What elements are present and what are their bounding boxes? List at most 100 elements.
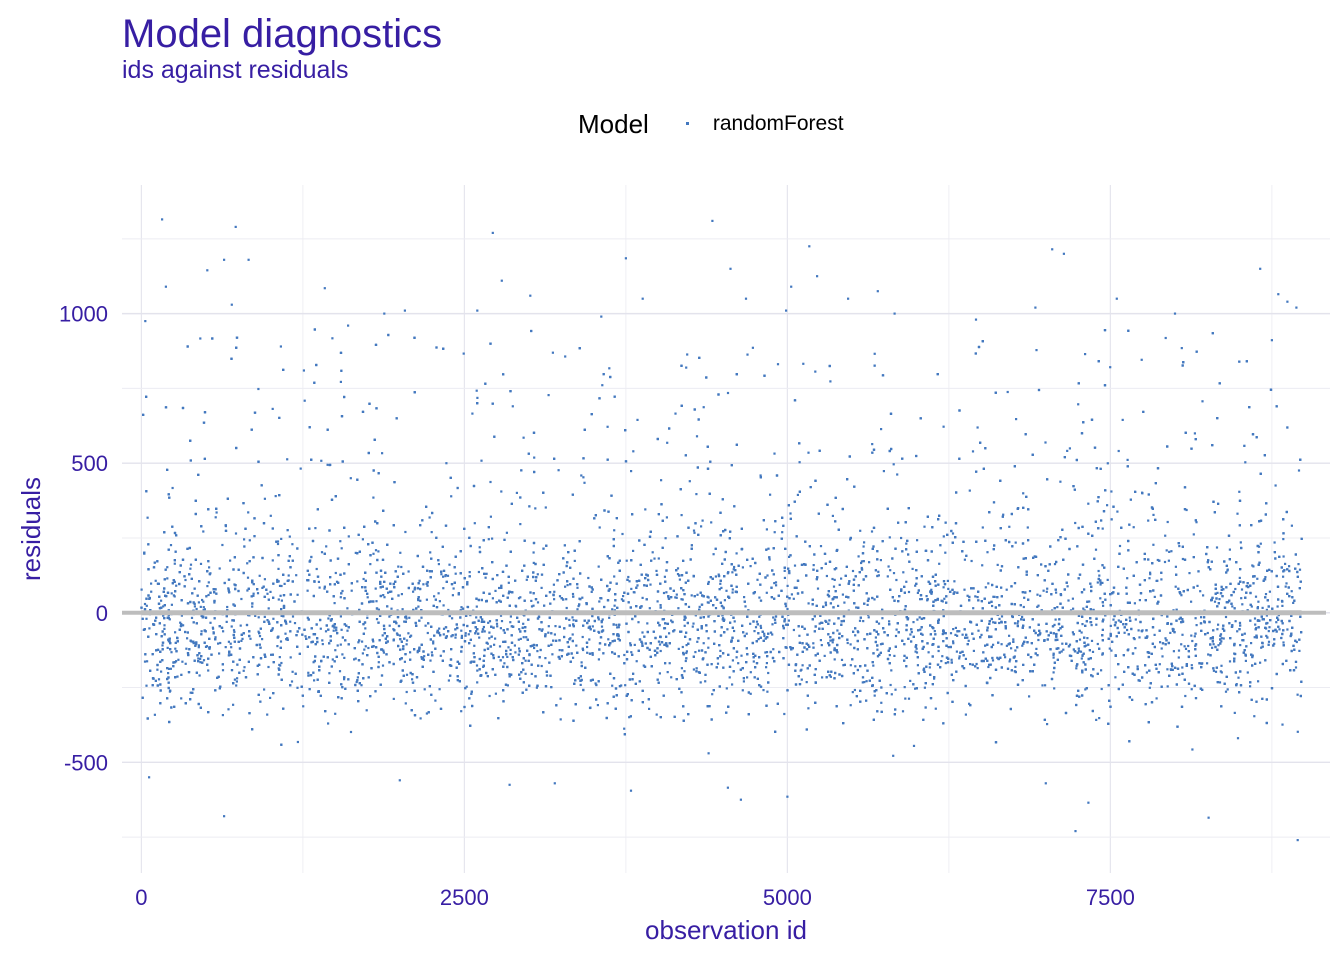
data-point (1236, 630, 1239, 633)
data-point (984, 586, 987, 589)
data-point (923, 525, 926, 528)
data-point (629, 642, 632, 645)
data-point (1174, 565, 1177, 568)
data-point (670, 676, 673, 679)
data-point (471, 412, 474, 415)
data-point (450, 495, 453, 498)
data-point (1228, 548, 1231, 551)
data-point (648, 607, 651, 610)
data-point (1185, 508, 1188, 512)
data-point (582, 476, 585, 479)
data-point (981, 564, 984, 567)
data-point (424, 624, 427, 627)
data-point (163, 627, 166, 630)
data-point (889, 569, 892, 572)
data-point (1008, 634, 1011, 637)
data-point (1222, 637, 1225, 640)
data-point (257, 387, 260, 391)
data-point (1014, 541, 1017, 544)
data-point (873, 598, 876, 601)
data-point (600, 625, 604, 628)
data-point (1218, 598, 1221, 601)
data-point (635, 660, 638, 663)
data-point (576, 586, 579, 589)
data-point (1207, 653, 1210, 656)
data-point (681, 598, 684, 601)
data-point (418, 579, 421, 582)
data-point (628, 580, 631, 583)
data-point (180, 697, 183, 700)
data-point (919, 628, 922, 631)
data-point (558, 649, 561, 652)
data-point (1005, 588, 1008, 591)
data-point (653, 557, 656, 560)
data-point (1171, 629, 1175, 632)
data-point (336, 644, 339, 647)
data-point (211, 626, 214, 629)
data-point (339, 540, 342, 543)
data-point (258, 574, 261, 577)
data-point (289, 620, 292, 623)
legend-key-randomforest (671, 110, 705, 138)
data-point (478, 636, 481, 639)
data-point (1079, 650, 1083, 653)
data-point (437, 563, 440, 566)
data-point (773, 582, 776, 585)
data-point (276, 540, 280, 543)
data-point (658, 643, 662, 646)
data-point (571, 616, 574, 619)
data-point (326, 463, 329, 466)
data-point (498, 645, 502, 648)
data-point (944, 662, 947, 665)
data-point (1106, 504, 1109, 507)
data-point (494, 589, 497, 592)
data-point (1066, 585, 1069, 588)
data-point (288, 535, 291, 538)
data-point (488, 637, 491, 640)
data-point (700, 525, 703, 528)
data-point (759, 624, 762, 627)
data-point (150, 590, 153, 593)
data-point (714, 607, 718, 610)
data-point (540, 586, 543, 589)
data-point (586, 645, 589, 649)
data-point (952, 628, 955, 631)
data-point (802, 362, 805, 365)
data-point (400, 593, 403, 596)
data-point (493, 643, 496, 646)
data-point (146, 516, 149, 519)
data-point (676, 573, 680, 576)
data-point (1153, 633, 1156, 636)
data-point (519, 596, 522, 599)
data-point (1206, 662, 1209, 665)
data-point (363, 648, 366, 651)
data-point (143, 602, 147, 606)
data-point (765, 651, 769, 654)
data-point (252, 594, 255, 597)
data-point (772, 616, 775, 619)
data-point (758, 615, 761, 618)
data-point (1217, 644, 1220, 647)
data-point (655, 569, 658, 572)
data-point (608, 616, 611, 619)
data-point (565, 606, 568, 610)
data-point (788, 555, 791, 558)
data-point (773, 452, 776, 455)
data-point (320, 551, 324, 554)
data-point (731, 571, 734, 574)
data-point (849, 704, 852, 707)
data-point (266, 619, 269, 622)
data-point (644, 508, 647, 511)
data-point (1297, 563, 1300, 566)
data-point (607, 638, 610, 641)
data-point (518, 628, 521, 631)
data-point (517, 597, 521, 600)
data-point (243, 538, 246, 541)
data-point (272, 617, 275, 620)
data-point (901, 710, 905, 713)
data-point (954, 633, 957, 636)
data-point (1273, 642, 1276, 645)
data-point (269, 696, 272, 699)
data-point (941, 600, 944, 603)
data-point (1081, 623, 1084, 626)
